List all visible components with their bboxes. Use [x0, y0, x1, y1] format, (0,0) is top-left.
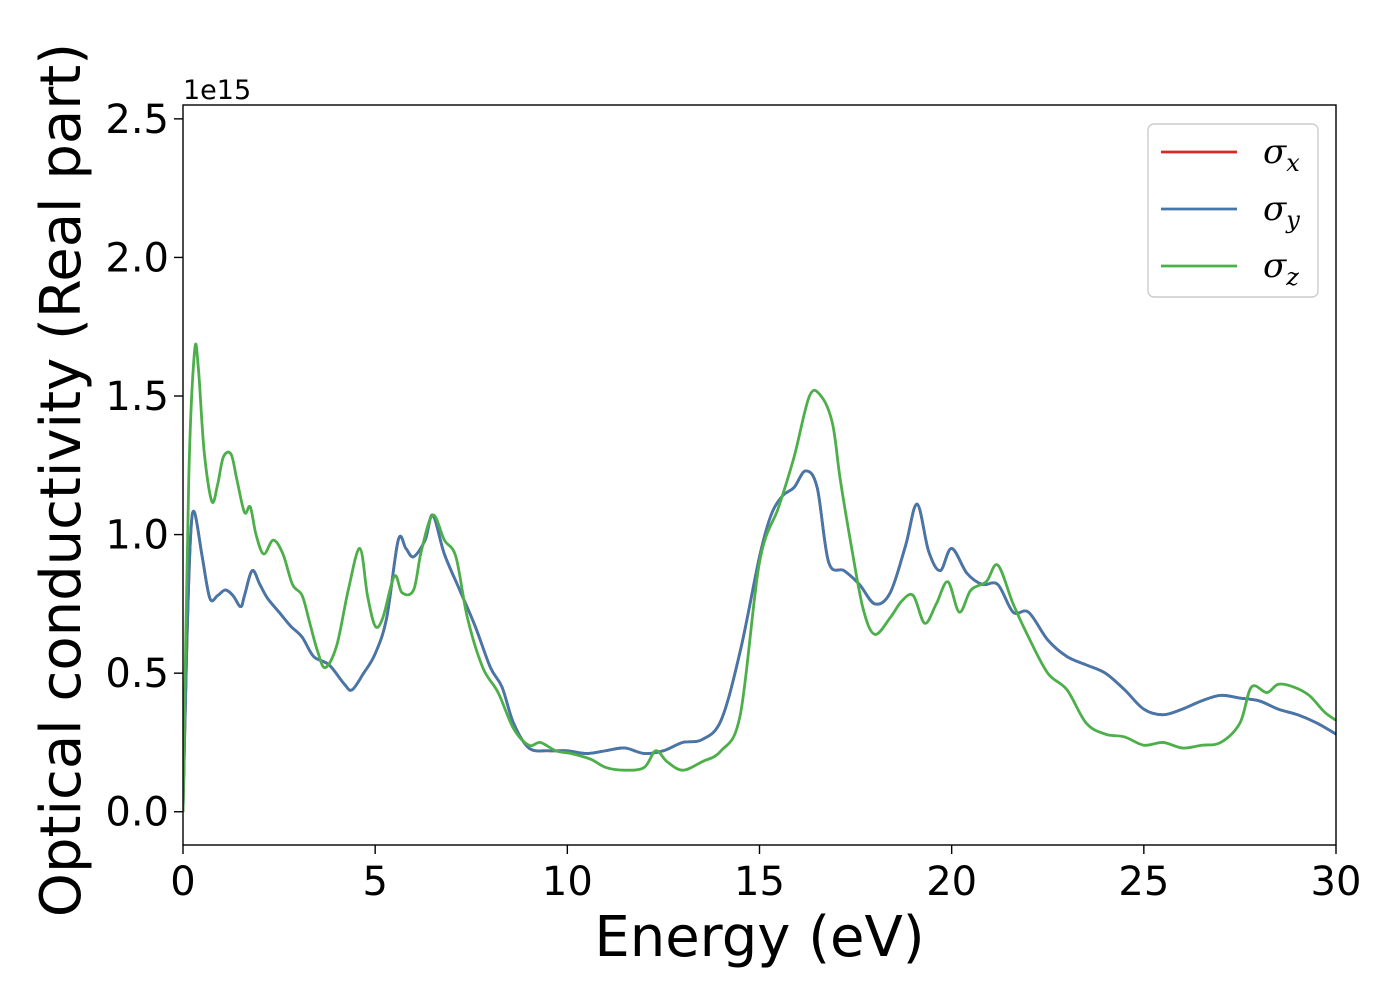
x-tick-label: 10 [542, 859, 593, 905]
legend-symbol: σ [1263, 189, 1287, 229]
y-tick-label: 2.0 [105, 235, 169, 281]
series-line-y [183, 469, 1336, 812]
series-line-x [183, 469, 1336, 812]
legend-label-z: σz [1263, 246, 1299, 291]
x-tick-label: 0 [170, 859, 195, 905]
x-tick-label: 25 [1118, 859, 1169, 905]
x-axis: 0 5 10 15 20 25 30 [170, 845, 1361, 905]
y-tick-label: 0.0 [105, 790, 169, 836]
y-tick-label: 1.5 [105, 374, 169, 420]
legend-subscript: z [1285, 263, 1299, 291]
y-axis: 0.0 0.5 1.0 1.5 2.0 2.5 [105, 97, 183, 836]
legend-symbol: σ [1263, 246, 1287, 286]
legend-subscript: y [1285, 206, 1300, 234]
legend-symbol: σ [1263, 132, 1287, 172]
x-tick-label: 15 [734, 859, 785, 905]
legend-box [1147, 123, 1319, 298]
x-tick-label: 20 [926, 859, 977, 905]
legend-subscript: x [1286, 149, 1300, 177]
y-tick-label: 0.5 [105, 651, 169, 697]
y-offset-label: 1e15 [183, 75, 251, 106]
series-line-z [183, 342, 1336, 812]
y-tick-label: 1.0 [105, 513, 169, 559]
x-tick-label: 30 [1311, 859, 1362, 905]
x-axis-title: Energy (eV) [594, 905, 924, 970]
legend-label-x: σx [1263, 132, 1300, 177]
series-layer [183, 342, 1336, 812]
x-tick-label: 5 [362, 859, 387, 905]
y-axis-title: Optical conductivity (Real part) [29, 43, 94, 917]
legend-label-y: σy [1263, 189, 1300, 234]
y-tick-label: 2.5 [105, 97, 169, 143]
